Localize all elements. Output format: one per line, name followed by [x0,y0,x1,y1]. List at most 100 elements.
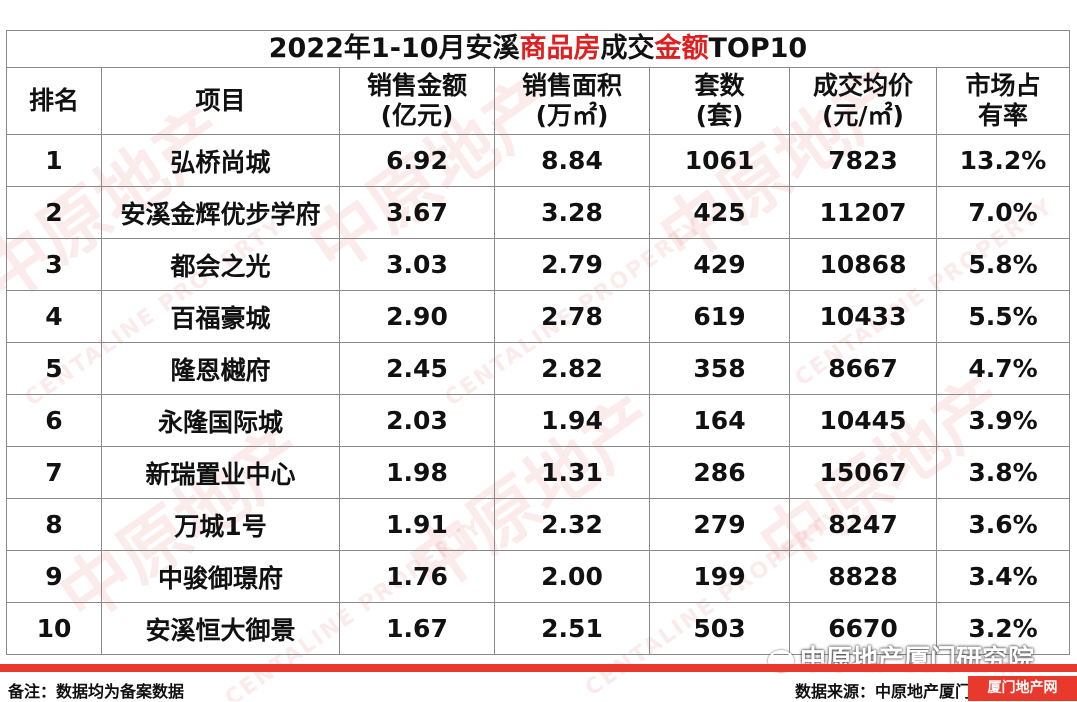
cell-sales-area: 1.94 [494,394,650,447]
cell-rank: 1 [6,134,102,187]
cell-avg-price: 7823 [789,134,937,187]
cell-rank: 5 [6,342,102,395]
cell-project: 都会之光 [101,238,340,291]
cell-units: 286 [649,446,790,499]
cell-sales-amount: 2.03 [339,394,495,447]
cell-sales-amount: 2.90 [339,290,495,343]
table-title: 2022年1-10月安溪商品房成交金额TOP10 [6,30,1070,67]
header-line: 套数 [694,71,745,100]
footer-note: 备注：数据均为备案数据 [8,682,185,701]
table-row: 6 永隆国际城 2.03 1.94 164 10445 3.9% [6,394,1070,447]
cell-units: 425 [649,186,790,239]
cell-avg-price: 11207 [789,186,937,239]
header-avg-price: 成交均价 (元/㎡) [789,67,937,135]
cell-market-share: 3.9% [936,394,1070,447]
cell-sales-area: 3.28 [494,186,650,239]
cell-market-share: 4.7% [936,342,1070,395]
cell-sales-amount: 1.98 [339,446,495,499]
header-sales-area: 销售面积 (万㎡) [494,67,650,135]
header-market-share: 市场占 有率 [936,67,1070,135]
header-line: 销售金额 [366,71,467,100]
title-mid: 成交 [600,33,655,64]
cell-avg-price: 10868 [789,238,937,291]
table-row: 8 万城1号 1.91 2.32 279 8247 3.6% [6,498,1070,551]
header-row: 排名 项目 销售金额 (亿元) 销售面积 (万㎡) 套数 (套) 成交均价 (元/㎡) … [6,67,1070,135]
cell-avg-price: 8828 [789,550,937,603]
cell-sales-amount: 6.92 [339,134,495,187]
corner-banner: 厦门地产网 [968,676,1077,701]
ranking-table: 2022年1-10月安溪商品房成交金额TOP10 排名 项目 销售金额 (亿元) … [6,30,1070,655]
cell-avg-price: 8247 [789,498,937,551]
cell-project: 安溪恒大御景 [101,602,340,655]
table-row: 9 中骏御璟府 1.76 2.00 199 8828 3.4% [6,550,1070,603]
cell-project: 安溪金辉优步学府 [101,186,340,239]
cell-project: 永隆国际城 [101,394,340,447]
cell-avg-price: 10445 [789,394,937,447]
cell-market-share: 3.4% [936,550,1070,603]
cell-sales-area: 2.00 [494,550,650,603]
cell-sales-area: 2.82 [494,342,650,395]
cell-rank: 9 [6,550,102,603]
cell-rank: 8 [6,498,102,551]
cell-units: 1061 [649,134,790,187]
header-line: (套) [695,101,744,130]
cell-sales-amount: 2.45 [339,342,495,395]
cell-market-share: 5.8% [936,238,1070,291]
table-row: 2 安溪金辉优步学府 3.67 3.28 425 11207 7.0% [6,186,1070,239]
cell-project: 中骏御璟府 [101,550,340,603]
cell-rank: 6 [6,394,102,447]
cell-project: 弘桥尚城 [101,134,340,187]
header-project: 项目 [101,67,340,135]
header-line: (亿元) [380,101,454,130]
header-line: 有率 [977,101,1028,130]
header-line: 销售面积 [521,71,622,100]
cell-project: 新瑞置业中心 [101,446,340,499]
table-row: 10 安溪恒大御景 1.67 2.51 503 6670 3.2% [6,602,1070,655]
cell-project: 百福豪城 [101,290,340,343]
cell-units: 358 [649,342,790,395]
cell-project: 万城1号 [101,498,340,551]
cell-sales-area: 8.84 [494,134,650,187]
cell-avg-price: 15067 [789,446,937,499]
cell-sales-area: 2.32 [494,498,650,551]
header-sales-amount: 销售金额 (亿元) [339,67,495,135]
table-row: 3 都会之光 3.03 2.79 429 10868 5.8% [6,238,1070,291]
cell-sales-amount: 3.67 [339,186,495,239]
cell-sales-amount: 1.91 [339,498,495,551]
header-line: 市场占 [965,71,1041,100]
cell-market-share: 5.5% [936,290,1070,343]
cell-market-share: 7.0% [936,186,1070,239]
cell-sales-amount: 3.03 [339,238,495,291]
header-line: (万㎡) [535,101,609,130]
cell-rank: 10 [6,602,102,655]
table-row: 1 弘桥尚城 6.92 8.84 1061 7823 13.2% [6,134,1070,187]
cell-sales-area: 2.78 [494,290,650,343]
cell-units: 279 [649,498,790,551]
cell-avg-price: 6670 [789,602,937,655]
cell-market-share: 3.6% [936,498,1070,551]
cell-project: 隆恩樾府 [101,342,340,395]
cell-sales-amount: 1.67 [339,602,495,655]
header-line: (元/㎡) [822,101,904,130]
cell-rank: 2 [6,186,102,239]
cell-units: 429 [649,238,790,291]
cell-sales-area: 1.31 [494,446,650,499]
table-row: 5 隆恩樾府 2.45 2.82 358 8667 4.7% [6,342,1070,395]
title-prefix: 2022年1-10月安溪 [268,33,520,64]
title-suffix: TOP10 [708,33,808,64]
header-units: 套数 (套) [649,67,790,135]
header-line: 成交均价 [812,71,913,100]
cell-sales-area: 2.79 [494,238,650,291]
table-row: 7 新瑞置业中心 1.98 1.31 286 15067 3.8% [6,446,1070,499]
cell-units: 199 [649,550,790,603]
cell-market-share: 3.2% [936,602,1070,655]
cell-market-share: 13.2% [936,134,1070,187]
table-row: 4 百福豪城 2.90 2.78 619 10433 5.5% [6,290,1070,343]
cell-avg-price: 8667 [789,342,937,395]
header-rank: 排名 [6,67,102,135]
cell-units: 619 [649,290,790,343]
cell-rank: 4 [6,290,102,343]
cell-rank: 7 [6,446,102,499]
cell-market-share: 3.8% [936,446,1070,499]
cell-sales-area: 2.51 [494,602,650,655]
